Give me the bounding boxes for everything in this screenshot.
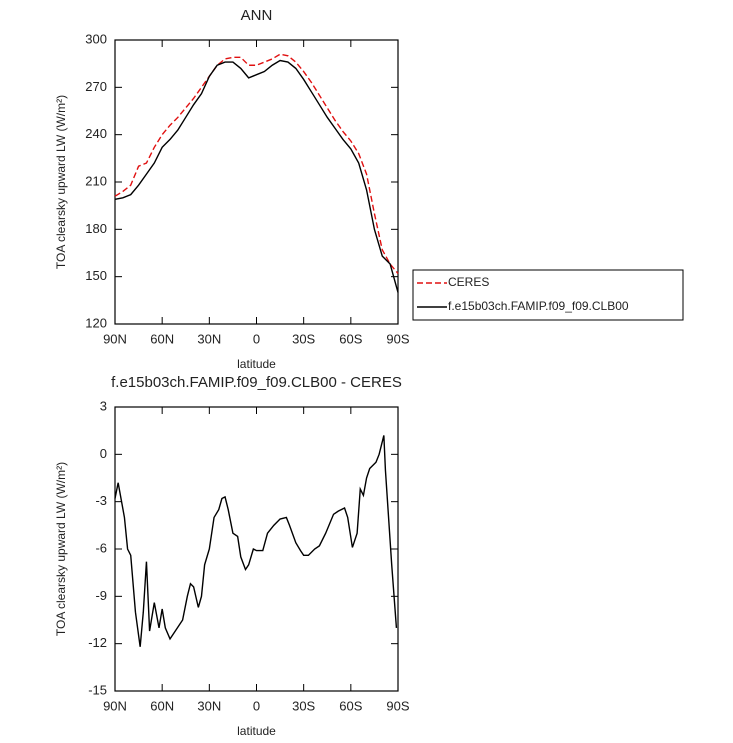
chart-title: ANN [241, 7, 273, 24]
x-axis-label: latitude [237, 724, 276, 738]
y-tick-label: 3 [100, 398, 107, 413]
y-tick-label: 270 [85, 79, 107, 94]
legend-box [412, 269, 684, 321]
y-tick-label: 180 [85, 221, 107, 236]
y-tick-label: 0 [100, 446, 107, 461]
chart-title: f.e15b03ch.FAMIP.f09_f09.CLB00 - CERES [111, 374, 402, 391]
y-tick-label: -12 [88, 635, 107, 650]
x-axis-label: latitude [237, 357, 276, 371]
x-tick-label: 30N [197, 331, 221, 346]
x-tick-label: 0 [253, 698, 260, 713]
y-tick-label: 120 [85, 315, 107, 330]
x-tick-label: 60S [339, 331, 362, 346]
data-line [114, 435, 398, 647]
x-tick-label: 30S [292, 331, 315, 346]
y-tick-label: 240 [85, 126, 107, 141]
y-tick-label: -3 [95, 493, 107, 508]
x-tick-label: 90N [103, 698, 127, 713]
y-tick-label: 150 [85, 268, 107, 283]
x-tick-label: 0 [253, 331, 260, 346]
y-tick-label: -6 [95, 540, 107, 555]
y-axis-label: TOA clearsky upward LW (W/m²) [54, 462, 68, 636]
x-tick-label: 60N [150, 698, 174, 713]
y-tick-label: 210 [85, 173, 107, 188]
plot-frame [114, 39, 399, 325]
x-tick-label: 60N [150, 331, 174, 346]
data-line [114, 53, 399, 274]
data-line [114, 59, 399, 293]
y-tick-label: -15 [88, 682, 107, 697]
legend-label: f.e15b03ch.FAMIP.f09_f09.CLB00 [448, 299, 629, 313]
x-tick-label: 90S [386, 331, 409, 346]
legend-label: CERES [448, 275, 489, 289]
y-axis-label: TOA clearsky upward LW (W/m²) [54, 95, 68, 269]
x-tick-label: 60S [339, 698, 362, 713]
y-tick-label: -9 [95, 588, 107, 603]
plot-frame [114, 406, 399, 692]
y-tick-label: 300 [85, 31, 107, 46]
x-tick-label: 30N [197, 698, 221, 713]
x-tick-label: 90S [386, 698, 409, 713]
x-tick-label: 30S [292, 698, 315, 713]
x-tick-label: 90N [103, 331, 127, 346]
